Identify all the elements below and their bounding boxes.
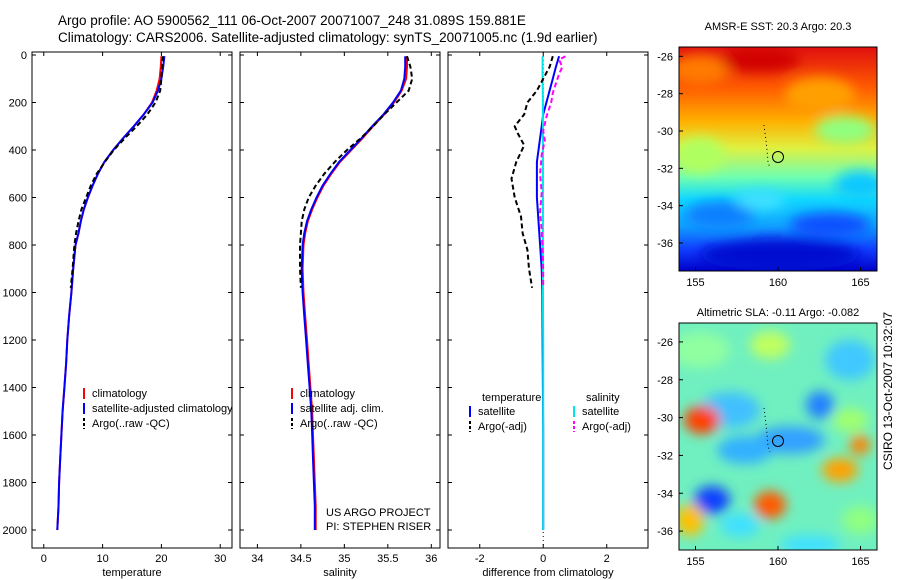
sst-profile-marker xyxy=(772,151,784,163)
sst-float-track xyxy=(763,124,771,169)
temperature-xtick-label: 10 xyxy=(96,553,108,565)
salinity-series-satellite-adj-clim- xyxy=(300,56,407,530)
depth-tick-label: 1600 xyxy=(3,430,27,442)
difference-legend-label: satellite xyxy=(582,406,619,418)
salinity-legend-label: satellite adj. clim. xyxy=(300,403,384,415)
map-xtick-label: 165 xyxy=(851,556,869,568)
salinity-panel: 34 34.5 35 35.5 36 salinity climatology satelli… xyxy=(239,51,441,579)
temperature-xtick-label: 20 xyxy=(155,553,167,565)
map-xtick-label: 160 xyxy=(769,556,787,568)
sst-map: AMSR-E SST: 20.3 Argo: 20.3 155 160 165 -26… xyxy=(657,21,878,289)
difference-xtick-label: 0 xyxy=(540,553,546,565)
salinity-xlabel: salinity xyxy=(323,567,357,579)
depth-tick-label: 1400 xyxy=(3,383,27,395)
difference-legend-header: salinity xyxy=(586,392,620,404)
depth-tick-label: 800 xyxy=(9,240,27,252)
depth-tick-label: 2000 xyxy=(3,525,27,537)
difference-series-salinity-satellite xyxy=(541,56,545,530)
difference-legend-label: Argo(-adj) xyxy=(582,421,631,433)
depth-tick-label: 200 xyxy=(9,98,27,110)
side-timestamp: CSIRO 13-Oct-2007 10:32:07 xyxy=(881,312,895,470)
difference-legend-label: Argo(-adj) xyxy=(478,421,527,433)
map-ytick-label: -28 xyxy=(657,89,673,101)
temperature-legend-label: climatology xyxy=(92,388,148,400)
difference-series-salinity-argo-adj- xyxy=(539,55,566,288)
project-annotation: PI: STEPHEN RISER xyxy=(326,521,431,533)
depth-tick-label: 400 xyxy=(9,145,27,157)
salinity-xtick-label: 34.5 xyxy=(290,553,311,565)
map-ytick-label: -30 xyxy=(657,126,673,138)
sst-map-title: AMSR-E SST: 20.3 Argo: 20.3 xyxy=(705,21,852,33)
depth-tick-label: 1200 xyxy=(3,335,27,347)
salinity-xtick-label: 35.5 xyxy=(377,553,398,565)
salinity-legend-label: Argo(..raw -QC) xyxy=(300,418,378,430)
depth-tick-label: 1000 xyxy=(3,288,27,300)
map-ytick-label: -36 xyxy=(657,526,673,538)
difference-axes-box xyxy=(447,51,649,549)
salinity-legend-label: climatology xyxy=(300,388,356,400)
temperature-xtick-label: 30 xyxy=(214,553,226,565)
depth-tick-label: 1800 xyxy=(3,478,27,490)
map-xtick-label: 155 xyxy=(686,277,704,289)
temperature-legend-label: satellite-adjusted climatology xyxy=(92,403,233,415)
map-xtick-label: 160 xyxy=(769,277,787,289)
map-ytick-label: -28 xyxy=(657,375,673,387)
difference-xlabel: difference from climatology xyxy=(482,567,614,579)
sla-map-title: Altimetric SLA: -0.11 Argo: -0.082 xyxy=(697,307,859,319)
map-ytick-label: -36 xyxy=(657,238,673,250)
temperature-panel: 0 10 20 30 temperature 0 200 400 600 800 1000 1200 1… xyxy=(3,50,234,579)
salinity-series-argo-raw-qc- xyxy=(299,55,414,288)
map-ytick-label: -34 xyxy=(657,488,673,500)
depth-tick-label: 600 xyxy=(9,193,27,205)
difference-panel: -2 0 2 difference from climatology temperatu… xyxy=(447,51,649,579)
map-ytick-label: -32 xyxy=(657,450,673,462)
temperature-xtick-label: 0 xyxy=(41,553,47,565)
map-ytick-label: -34 xyxy=(657,201,673,213)
salinity-xtick-label: 36 xyxy=(425,553,437,565)
difference-xtick-label: -2 xyxy=(475,553,485,565)
temperature-xlabel: temperature xyxy=(102,567,161,579)
figure-title-line2: Climatology: CARS2006. Satellite-adjuste… xyxy=(58,30,598,45)
salinity-xtick-label: 35 xyxy=(338,553,350,565)
salinity-xtick-label: 34 xyxy=(251,553,263,565)
difference-xtick-label: 2 xyxy=(604,553,610,565)
salinity-axes-box xyxy=(239,51,441,549)
difference-legend-label: satellite xyxy=(478,406,515,418)
temperature-series-satellite-adjusted-climatology xyxy=(56,56,166,531)
map-xtick-label: 165 xyxy=(851,277,869,289)
sla-heatmap-image xyxy=(679,323,877,550)
sla-profile-marker xyxy=(772,435,784,447)
map-ytick-label: -26 xyxy=(657,51,673,63)
temperature-legend-label: Argo(..raw -QC) xyxy=(92,418,170,430)
sst-heatmap-image xyxy=(679,47,877,271)
temperature-axes-box xyxy=(31,51,233,549)
depth-tick-label: 0 xyxy=(21,50,27,62)
map-ytick-label: -30 xyxy=(657,413,673,425)
sla-map: Altimetric SLA: -0.11 Argo: -0.082 xyxy=(657,307,878,568)
difference-legend-header: temperature xyxy=(482,392,541,404)
project-annotation: US ARGO PROJECT xyxy=(326,507,431,519)
map-ytick-label: -32 xyxy=(657,163,673,175)
map-xtick-label: 155 xyxy=(686,556,704,568)
figure-title-line1: Argo profile: AO 5900562_111 06-Oct-2007… xyxy=(58,13,526,28)
map-ytick-label: -26 xyxy=(657,337,673,349)
difference-series-temperature-argo-adj- xyxy=(510,55,554,288)
temperature-series-argo-raw-qc- xyxy=(69,56,165,288)
